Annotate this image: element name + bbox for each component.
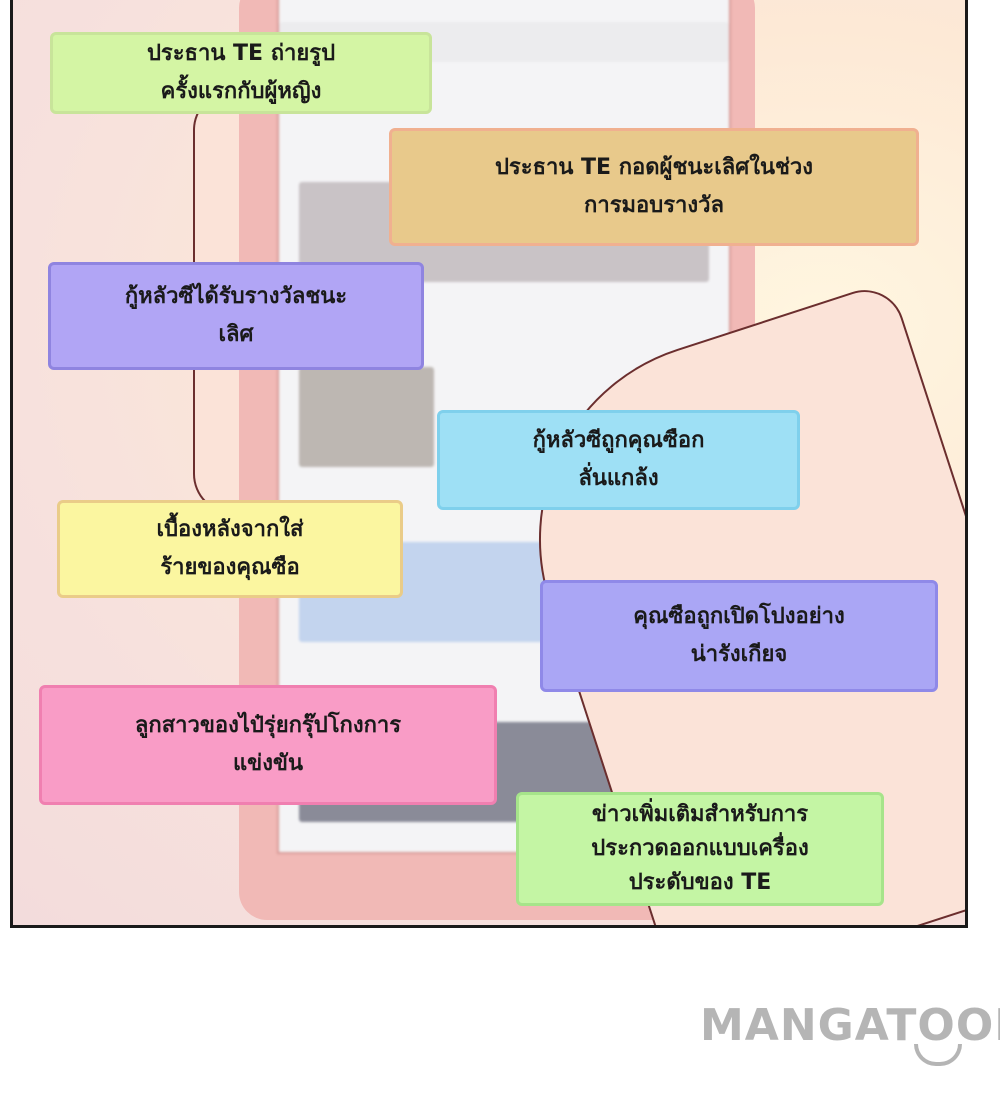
note-line: ประธาน TE กอดผู้ชนะเลิศในช่วง xyxy=(494,155,814,180)
note-line: ลูกสาวของไป๋รุ่ยกรุ๊ปโกงการ xyxy=(134,713,402,738)
mangatoon-logo: MANGATOON xyxy=(700,1000,1000,1070)
note-line: ข่าวเพิ่มเติมสำหรับการ xyxy=(591,802,809,827)
note-8: ข่าวเพิ่มเติมสำหรับการประกวดออกแบบเครื่อ… xyxy=(516,792,884,906)
note-line: เลิศ xyxy=(218,322,254,347)
note-2: ประธาน TE กอดผู้ชนะเลิศในช่วงการมอบรางวั… xyxy=(389,128,919,246)
note-line: ร้ายของคุณซือ xyxy=(160,555,300,580)
note-line: แข่งขัน xyxy=(232,751,304,776)
note-6: คุณซือถูกเปิดโปงอย่างน่ารังเกียจ xyxy=(540,580,938,692)
note-3: กู้หลัวซีได้รับรางวัลชนะเลิศ xyxy=(48,262,424,370)
note-line: คุณซือถูกเปิดโปงอย่าง xyxy=(633,604,845,629)
note-line: ครั้งแรกกับผู้หญิง xyxy=(160,79,322,104)
note-line: ลั่นแกล้ง xyxy=(578,466,659,491)
note-5: เบื้องหลังจากใส่ร้ายของคุณซือ xyxy=(57,500,403,598)
note-line: เบื้องหลังจากใส่ xyxy=(156,517,304,542)
note-line: การมอบรางวัล xyxy=(584,193,724,218)
note-line: กู้หลัวซีได้รับรางวัลชนะ xyxy=(124,284,348,309)
note-4: กู้หลัวซีถูกคุณซือกลั่นแกล้ง xyxy=(437,410,800,510)
smile-icon xyxy=(914,1044,962,1066)
note-7: ลูกสาวของไป๋รุ่ยกรุ๊ปโกงการแข่งขัน xyxy=(39,685,497,805)
note-1: ประธาน TE ถ่ายรูปครั้งแรกกับผู้หญิง xyxy=(50,32,432,114)
note-line: น่ารังเกียจ xyxy=(690,642,788,667)
note-line: กู้หลัวซีถูกคุณซือก xyxy=(532,428,705,453)
note-line: ประธาน TE ถ่ายรูป xyxy=(146,41,336,66)
note-line: ประกวดออกแบบเครื่อง xyxy=(591,836,809,861)
logo-text: MANGATOON xyxy=(700,1000,1000,1051)
screen-thumbnail xyxy=(299,367,434,467)
note-line: ประดับของ TE xyxy=(628,870,772,895)
